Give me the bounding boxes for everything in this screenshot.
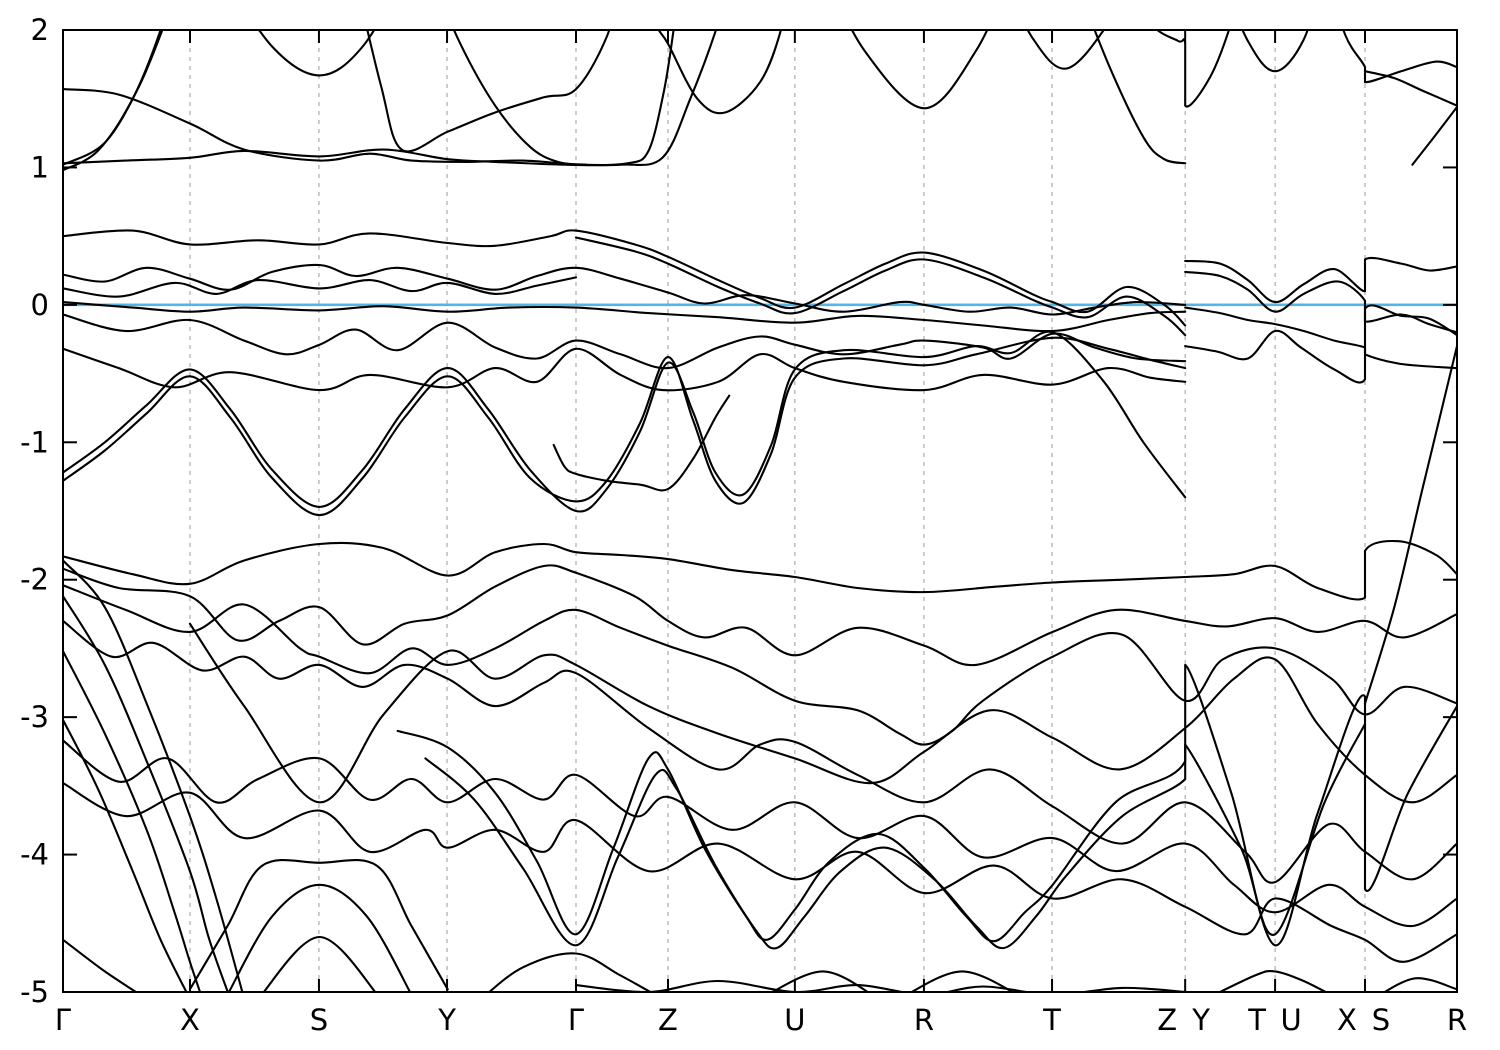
k-point-label: X [180,1003,200,1037]
band-curve [552,394,731,492]
band-curve [262,935,377,992]
band-curve [63,539,1457,601]
band-curve [63,347,1187,392]
y-tick-label: -1 [20,425,49,459]
band-curve [1093,30,1187,165]
band-curve [1342,30,1457,84]
k-point-label: Y [437,1003,456,1037]
band-curve [1382,977,1457,992]
y-tick-label: -2 [20,563,49,597]
band-curve [63,229,1187,327]
k-point-label: Γ [568,1003,584,1037]
band-curve [1155,30,1231,108]
y-tick-label: -3 [20,700,49,734]
band-curve [63,938,138,992]
band-curve [366,30,611,153]
k-point-label: R [1447,1003,1467,1037]
band-curve [63,313,1187,370]
band-curve [1363,70,1457,107]
band-curve [63,276,578,298]
band-curve [1411,105,1457,166]
band-curve [452,30,587,166]
band-curve [63,263,1187,316]
band-curve [396,663,1457,947]
band-curve [63,650,202,992]
k-point-label: R [914,1003,934,1037]
k-point-label: Γ [55,1003,71,1037]
band-curve [1363,345,1457,705]
k-point-label: T [1042,1003,1061,1037]
band-curve [1241,30,1309,73]
band-curve [1184,304,1457,384]
band-curve [850,30,989,110]
plot-border [62,29,1458,993]
band-curve [63,330,1187,513]
y-tick-label: -4 [20,838,49,872]
y-tick-label: 0 [31,288,49,322]
band-curve [1184,256,1457,304]
band-curve [63,30,718,167]
band-curve [63,559,244,992]
k-point-label: X [1337,1003,1357,1037]
band-curve [63,564,1457,667]
band-curve [1184,270,1457,334]
k-point-label: U [784,1003,805,1037]
bands-group [63,30,1457,992]
k-point-label: Y [1191,1003,1210,1037]
k-point-label: S [1372,1003,1390,1037]
band-curve [487,952,653,992]
band-curve [227,883,412,992]
band-curve [424,722,1367,950]
band-curve [1217,969,1328,992]
band-curve [63,619,1457,884]
band-curve [657,30,782,115]
band-curve [574,979,1187,992]
k-point-label: S [310,1003,328,1037]
band-curve [63,336,1187,517]
k-point-label: Z [658,1003,678,1037]
band-curve [63,739,1457,928]
band-curve [63,595,229,992]
band-curve [188,622,1457,804]
band-curve [1026,30,1106,70]
band-curve [63,718,188,992]
band-curve [188,859,449,991]
band-curve [63,30,164,166]
band-curve [1184,306,1457,370]
band-curve [63,30,675,167]
band-curve [257,30,376,77]
k-point-label: U [1280,1003,1301,1037]
k-point-label: Z [1157,1003,1177,1037]
k-point-label: T [1247,1003,1266,1037]
band-curve [63,584,1457,746]
y-tick-label: -5 [20,975,49,1009]
y-tick-label: 1 [31,150,49,184]
y-tick-label: 2 [31,13,49,47]
band-curve [63,782,1457,963]
